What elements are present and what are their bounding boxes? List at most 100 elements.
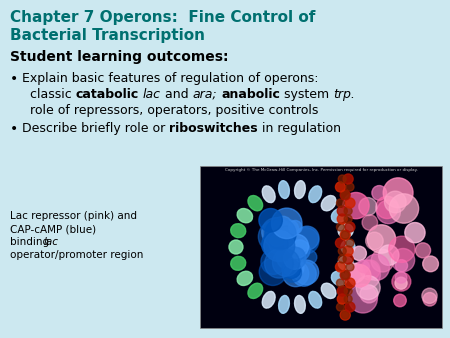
Circle shape — [383, 178, 413, 208]
Text: Chapter 7 Operons:  Fine Control of: Chapter 7 Operons: Fine Control of — [10, 10, 315, 25]
Circle shape — [359, 197, 377, 216]
Circle shape — [363, 254, 389, 280]
Circle shape — [262, 231, 288, 258]
Circle shape — [384, 191, 406, 213]
Circle shape — [345, 302, 355, 312]
Circle shape — [337, 303, 344, 311]
Circle shape — [337, 223, 344, 231]
Text: classic: classic — [30, 88, 76, 101]
Circle shape — [360, 260, 380, 280]
Circle shape — [345, 278, 355, 288]
Circle shape — [262, 218, 290, 246]
Text: Lac repressor (pink) and: Lac repressor (pink) and — [10, 211, 137, 221]
Text: •: • — [10, 122, 18, 136]
Circle shape — [282, 220, 298, 237]
Circle shape — [367, 225, 396, 253]
Circle shape — [283, 261, 309, 287]
Text: and: and — [161, 88, 193, 101]
Ellipse shape — [262, 291, 275, 308]
Circle shape — [351, 260, 380, 289]
Circle shape — [337, 199, 344, 207]
Circle shape — [340, 310, 350, 320]
Circle shape — [274, 216, 292, 235]
Circle shape — [294, 260, 319, 285]
Text: Explain basic features of regulation of operons:: Explain basic features of regulation of … — [22, 72, 319, 85]
Circle shape — [372, 186, 387, 200]
Circle shape — [292, 262, 316, 286]
Circle shape — [344, 287, 352, 295]
Text: •: • — [10, 72, 18, 86]
Circle shape — [337, 294, 347, 304]
Ellipse shape — [229, 240, 243, 254]
Circle shape — [338, 175, 346, 183]
Ellipse shape — [341, 240, 355, 254]
Text: system: system — [280, 88, 333, 101]
Text: trp.: trp. — [333, 88, 355, 101]
Circle shape — [340, 190, 350, 200]
Ellipse shape — [248, 195, 263, 211]
Circle shape — [341, 231, 349, 239]
Circle shape — [349, 265, 371, 287]
Circle shape — [362, 215, 378, 230]
Ellipse shape — [331, 209, 347, 223]
Circle shape — [264, 231, 295, 262]
Circle shape — [423, 292, 436, 306]
FancyBboxPatch shape — [200, 166, 442, 328]
Circle shape — [295, 226, 319, 250]
Circle shape — [396, 260, 408, 272]
Circle shape — [258, 221, 289, 252]
Circle shape — [273, 249, 300, 276]
Text: Copyright © The McGraw-Hill Companies, Inc. Permission required for reproduction: Copyright © The McGraw-Hill Companies, I… — [225, 168, 418, 172]
Circle shape — [337, 214, 347, 224]
Ellipse shape — [309, 186, 322, 202]
Circle shape — [282, 260, 301, 279]
Text: role of repressors, operators, positive controls: role of repressors, operators, positive … — [30, 104, 319, 117]
Circle shape — [284, 247, 306, 269]
Text: lac: lac — [143, 88, 161, 101]
Circle shape — [292, 227, 319, 254]
Circle shape — [389, 194, 418, 223]
Circle shape — [405, 222, 425, 243]
Circle shape — [394, 294, 406, 307]
Circle shape — [341, 311, 349, 319]
Circle shape — [357, 261, 369, 273]
Circle shape — [335, 182, 346, 192]
Circle shape — [352, 246, 366, 261]
Ellipse shape — [231, 224, 246, 238]
Ellipse shape — [279, 295, 289, 313]
Text: in regulation: in regulation — [258, 122, 341, 135]
Circle shape — [346, 263, 365, 283]
Circle shape — [366, 232, 383, 250]
Circle shape — [341, 191, 349, 199]
Circle shape — [265, 218, 296, 249]
Circle shape — [259, 209, 282, 232]
Circle shape — [344, 207, 352, 215]
Circle shape — [343, 254, 353, 264]
Ellipse shape — [279, 181, 289, 198]
Ellipse shape — [295, 295, 305, 313]
Circle shape — [337, 279, 344, 287]
Circle shape — [345, 198, 355, 208]
Circle shape — [344, 295, 352, 303]
Circle shape — [303, 250, 317, 264]
Ellipse shape — [331, 271, 347, 286]
Circle shape — [271, 208, 302, 239]
Text: Bacterial Transcription: Bacterial Transcription — [10, 28, 205, 43]
Circle shape — [279, 226, 294, 241]
Circle shape — [276, 245, 301, 270]
Circle shape — [345, 222, 355, 232]
Ellipse shape — [338, 256, 353, 270]
Circle shape — [289, 220, 302, 234]
Circle shape — [338, 247, 346, 255]
Circle shape — [344, 215, 352, 223]
Ellipse shape — [262, 186, 275, 202]
Circle shape — [340, 230, 350, 240]
Circle shape — [283, 264, 302, 282]
Circle shape — [338, 255, 346, 263]
Circle shape — [259, 258, 287, 286]
Circle shape — [337, 206, 347, 216]
Text: lac: lac — [44, 237, 59, 247]
Circle shape — [335, 238, 346, 248]
Text: operator/promoter region: operator/promoter region — [10, 250, 144, 260]
Circle shape — [289, 240, 310, 261]
